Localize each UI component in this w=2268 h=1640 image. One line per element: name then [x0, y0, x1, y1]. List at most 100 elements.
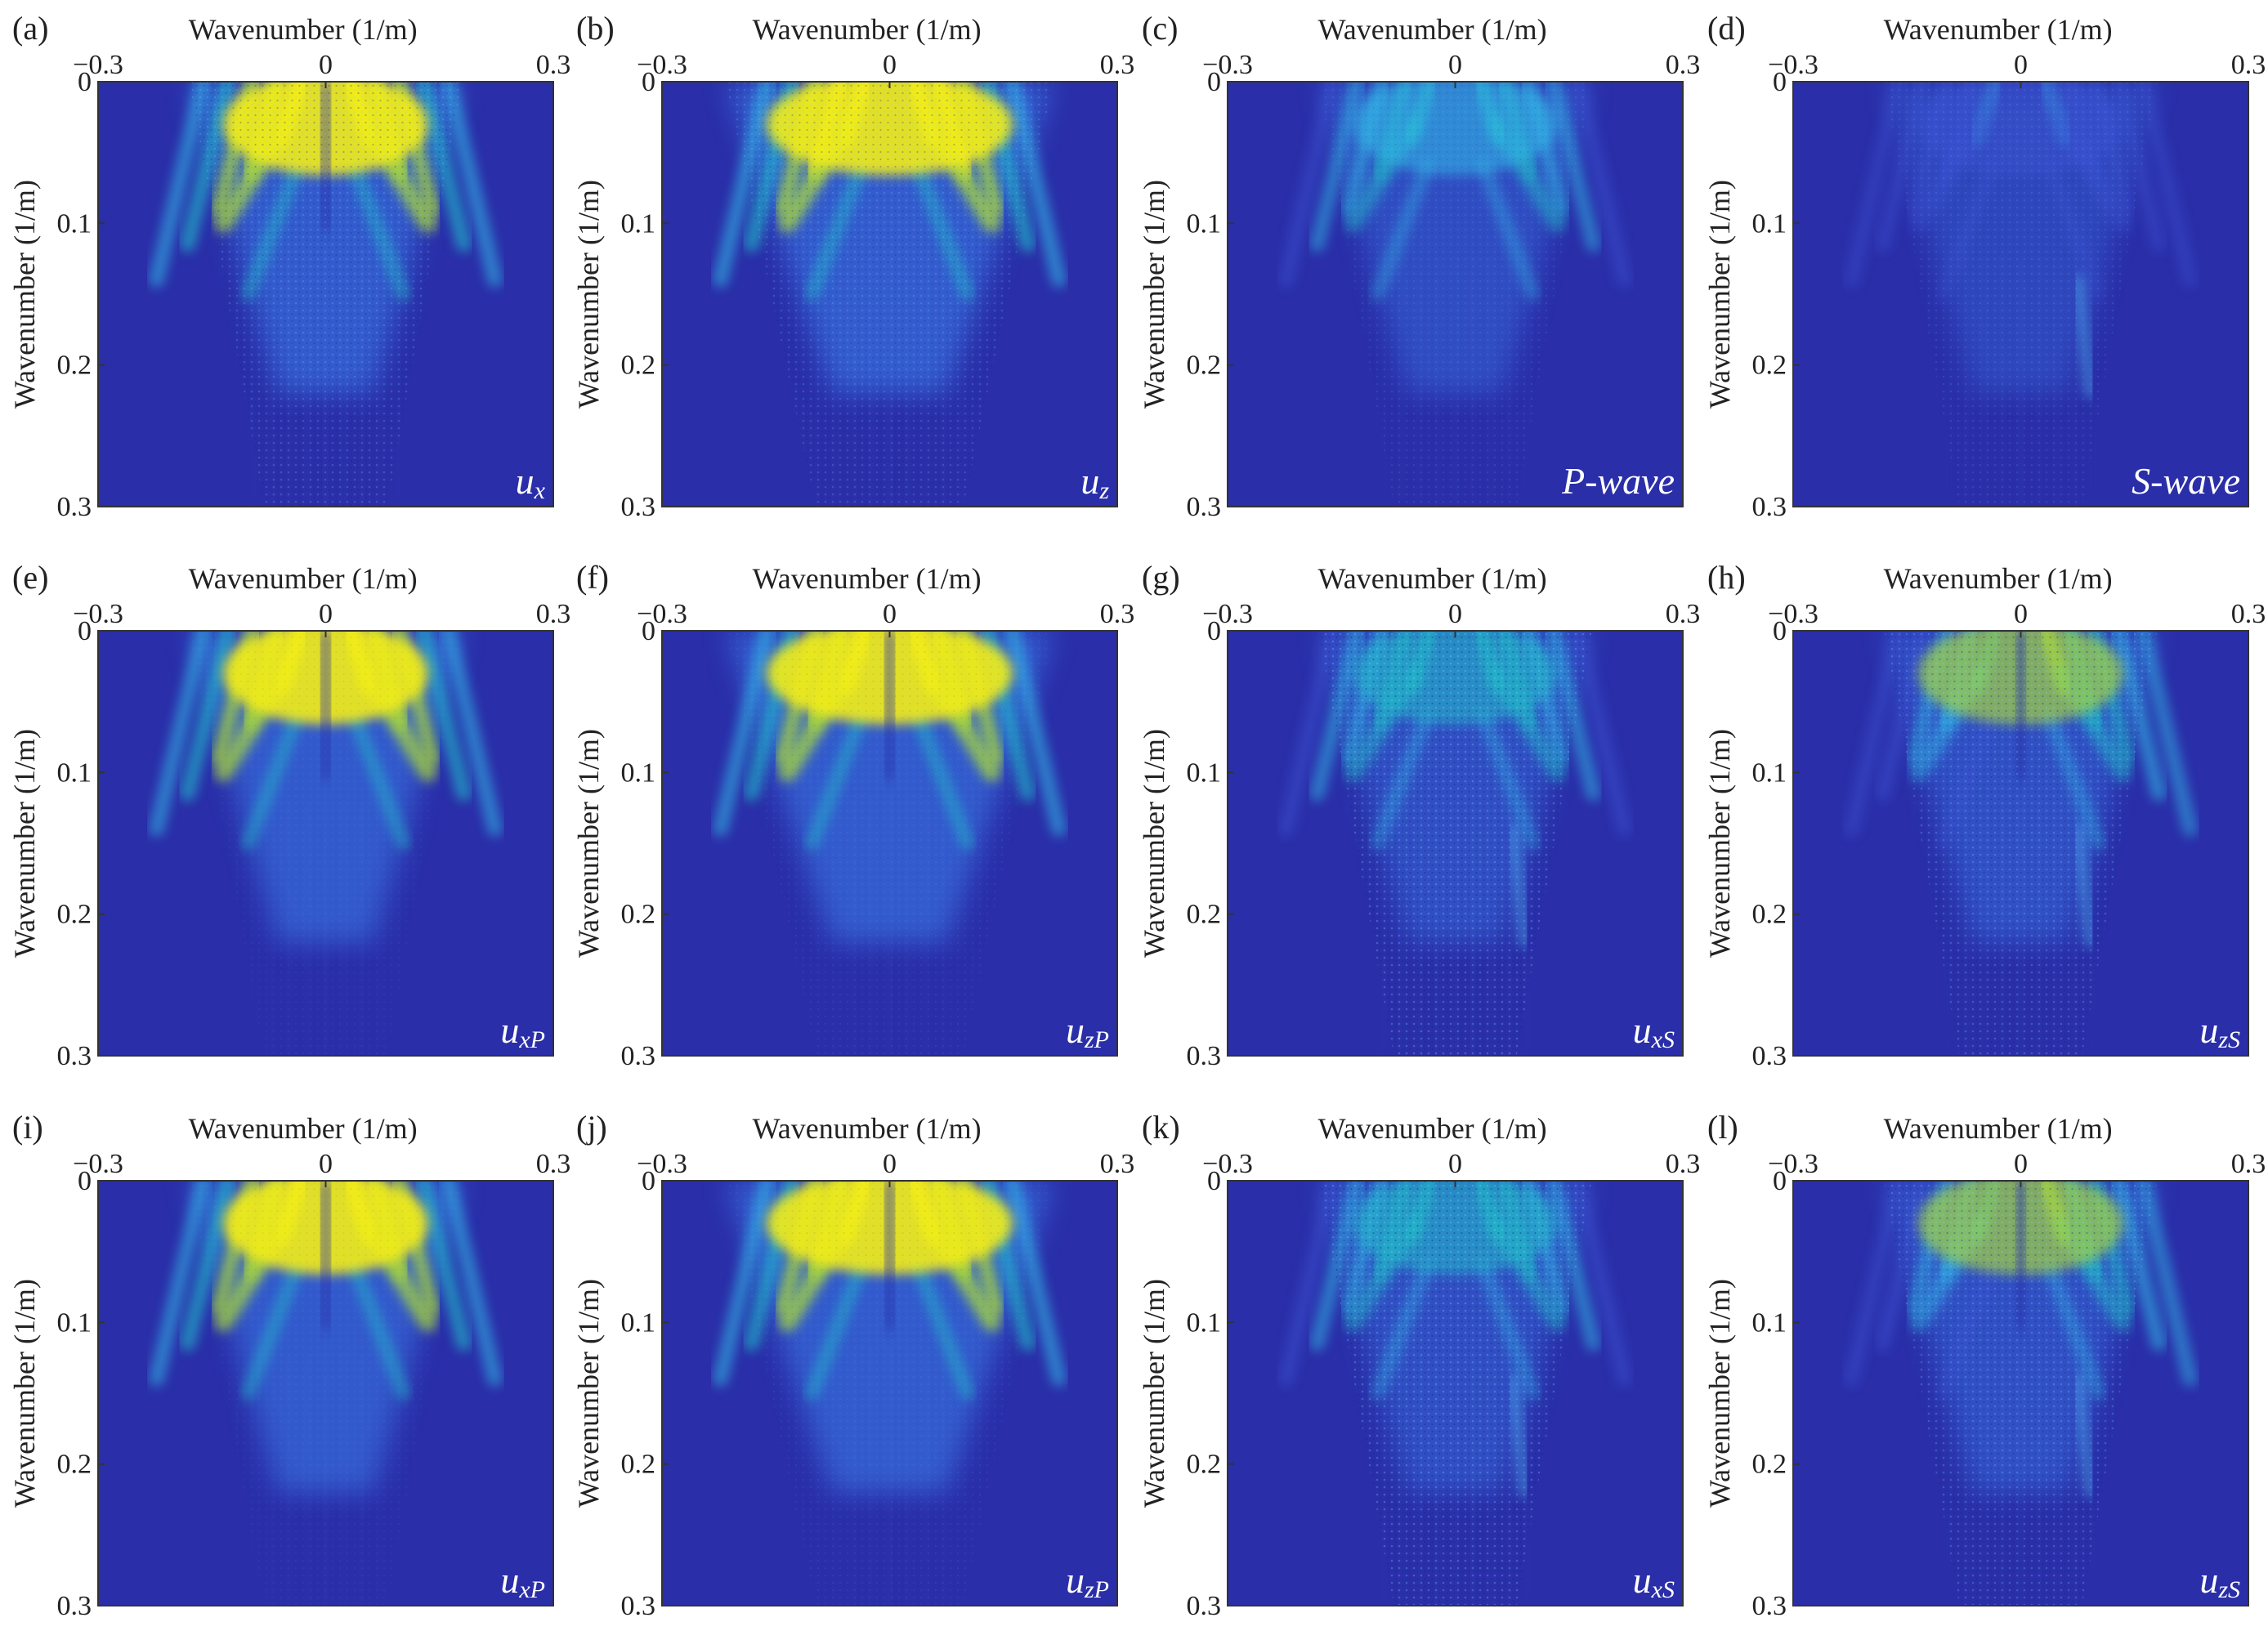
y-tick-label: 0 [1773, 1166, 1787, 1196]
y-tick-label: 0.1 [1752, 1307, 1787, 1338]
x-axis-label: Wavenumber (1/m) [1318, 13, 1547, 46]
panel-label: (a) [12, 10, 48, 47]
heatmap-field [1844, 82, 2198, 507]
y-tick-label: 0.3 [57, 1591, 92, 1621]
y-tick-label: 0 [642, 67, 655, 97]
y-tick-label: 0.1 [621, 1307, 656, 1338]
x-tick-label: −0.3 [1202, 1149, 1253, 1179]
y-tick-label: 0.2 [57, 900, 92, 930]
inset-label: uzP [1066, 1559, 1109, 1603]
y-tick-label: 0 [642, 616, 655, 646]
inset-label: ux [516, 460, 546, 504]
heatmap-field [1278, 82, 1632, 507]
y-tick-label: 0 [1773, 616, 1787, 646]
heatmap-field [149, 82, 503, 507]
y-tick-label: 0.1 [621, 757, 656, 788]
y-tick-label: 0.3 [1752, 492, 1787, 522]
panel-label: (e) [12, 559, 48, 596]
panel-label: (d) [1707, 10, 1746, 47]
x-axis-label: Wavenumber (1/m) [1884, 562, 2113, 595]
inset-label: uzP [1066, 1009, 1109, 1053]
x-tick-label: −0.3 [73, 50, 123, 80]
inset-label: P-wave [1561, 460, 1675, 502]
heatmap-field [713, 631, 1067, 1056]
y-tick-label: 0.3 [1752, 1041, 1787, 1071]
y-axis-label: Wavenumber (1/m) [572, 729, 605, 958]
x-axis-label: Wavenumber (1/m) [753, 13, 982, 46]
y-tick-label: 0.2 [57, 1450, 92, 1480]
inset-label: uxS [1633, 1009, 1675, 1053]
y-tick-label: 0.2 [1752, 351, 1787, 381]
x-tick-label: 0 [1448, 599, 1462, 629]
y-tick-label: 0.3 [1187, 1041, 1222, 1071]
y-tick-label: 0.2 [621, 900, 656, 930]
x-tick-label: 0 [1448, 50, 1462, 80]
x-tick-label: 0.3 [1100, 599, 1135, 629]
y-tick-label: 0 [78, 67, 92, 97]
x-tick-label: 0.3 [2231, 1149, 2266, 1179]
x-axis-label: Wavenumber (1/m) [1884, 13, 2113, 46]
y-axis-label: Wavenumber (1/m) [572, 180, 605, 409]
y-tick-label: 0.2 [621, 351, 656, 381]
heatmap-field [149, 631, 503, 1056]
inset-label: uxP [500, 1559, 545, 1603]
x-axis-label: Wavenumber (1/m) [189, 1112, 418, 1145]
y-tick-label: 0.1 [621, 208, 656, 239]
y-axis-label: Wavenumber (1/m) [1138, 180, 1170, 409]
panel-label: (c) [1142, 10, 1178, 47]
heatmap-field [1844, 631, 2198, 1056]
y-tick-label: 0.1 [1187, 1307, 1222, 1338]
y-tick-label: 0.2 [1752, 900, 1787, 930]
y-tick-label: 0 [78, 616, 92, 646]
x-tick-label: −0.3 [637, 599, 687, 629]
x-tick-label: 0.3 [1100, 1149, 1135, 1179]
x-axis-label: Wavenumber (1/m) [189, 562, 418, 595]
x-axis-label: Wavenumber (1/m) [1318, 1112, 1547, 1145]
heatmap-field [713, 1181, 1067, 1606]
y-tick-label: 0.3 [1187, 492, 1222, 522]
x-tick-label: 0.3 [1100, 50, 1135, 80]
y-tick-label: 0 [1207, 1166, 1221, 1196]
y-axis-label: Wavenumber (1/m) [1703, 1279, 1736, 1508]
x-tick-label: −0.3 [1768, 50, 1818, 80]
x-tick-label: 0.3 [1666, 599, 1701, 629]
y-tick-label: 0.2 [1187, 351, 1222, 381]
x-tick-label: 0 [883, 1149, 897, 1179]
panel-label: (j) [576, 1109, 607, 1146]
y-tick-label: 0.1 [57, 757, 92, 788]
inset-label: S-wave [2132, 460, 2240, 502]
x-tick-label: 0.3 [536, 1149, 571, 1179]
x-tick-label: 0.3 [536, 599, 571, 629]
y-axis-label: Wavenumber (1/m) [8, 729, 41, 958]
y-tick-label: 0.1 [1752, 208, 1787, 239]
x-tick-label: 0 [319, 1149, 333, 1179]
x-tick-label: 0 [2014, 599, 2028, 629]
panel-label: (k) [1142, 1109, 1180, 1146]
y-tick-label: 0.1 [57, 1307, 92, 1338]
y-tick-label: 0.2 [57, 351, 92, 381]
x-axis-label: Wavenumber (1/m) [753, 1112, 982, 1145]
y-tick-label: 0.2 [1187, 900, 1222, 930]
y-axis-label: Wavenumber (1/m) [572, 1279, 605, 1508]
y-tick-label: 0.3 [1752, 1591, 1787, 1621]
heatmap-field [713, 82, 1067, 507]
y-tick-label: 0.3 [1187, 1591, 1222, 1621]
heatmap-field [1278, 631, 1632, 1056]
x-tick-label: 0 [2014, 1149, 2028, 1179]
y-axis-label: Wavenumber (1/m) [1703, 180, 1736, 409]
x-tick-label: −0.3 [1202, 599, 1253, 629]
panel-label: (l) [1707, 1109, 1738, 1146]
y-tick-label: 0 [1207, 616, 1221, 646]
x-tick-label: 0.3 [1666, 1149, 1701, 1179]
x-tick-label: −0.3 [637, 1149, 687, 1179]
y-tick-label: 0 [1773, 67, 1787, 97]
